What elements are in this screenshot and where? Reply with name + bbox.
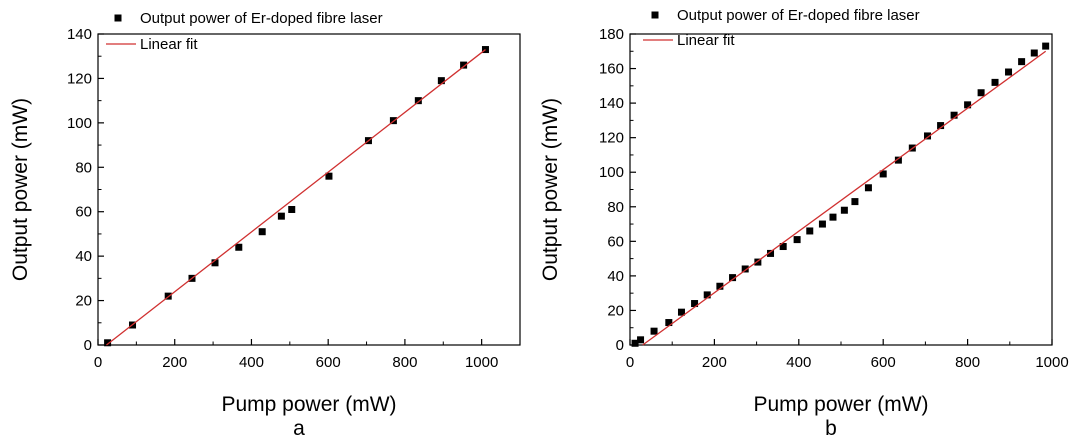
x-tick-label: 800 bbox=[392, 354, 417, 371]
x-tick-label: 0 bbox=[94, 354, 102, 371]
data-point bbox=[977, 89, 985, 97]
data-point bbox=[924, 132, 932, 140]
y-tick-label: 140 bbox=[599, 95, 624, 112]
data-point bbox=[437, 77, 445, 85]
data-point bbox=[677, 308, 685, 316]
y-tick-label: 60 bbox=[75, 204, 92, 221]
y-tick-label: 100 bbox=[599, 164, 624, 181]
y-tick-label: 0 bbox=[84, 337, 92, 354]
x-tick-label: 800 bbox=[955, 354, 980, 371]
data-point bbox=[716, 282, 724, 290]
data-point bbox=[991, 78, 999, 86]
y-tick-label: 80 bbox=[607, 199, 624, 216]
y-tick-label: 20 bbox=[607, 302, 624, 319]
y-tick-label: 120 bbox=[67, 70, 92, 87]
legend-label-fit: Linear fit bbox=[140, 36, 198, 53]
data-point bbox=[277, 212, 285, 220]
linear-fit-line bbox=[106, 49, 486, 346]
legend-label-scatter: Output power of Er-doped fibre laser bbox=[140, 10, 383, 27]
y-axis-title: Output power (mW) bbox=[539, 98, 562, 281]
y-tick-label: 60 bbox=[607, 233, 624, 250]
legend-label-fit: Linear fit bbox=[677, 32, 735, 49]
y-tick-label: 80 bbox=[75, 159, 92, 176]
chart-panel-b: 0 200 400 600 800 1000 0 20 40 60 80 100 120 140 160 18… bbox=[539, 7, 1069, 440]
y-tick-label: 160 bbox=[599, 61, 624, 78]
data-point bbox=[325, 172, 333, 180]
y-tick-label: 180 bbox=[599, 26, 624, 43]
x-axis-title: Pump power (mW) bbox=[753, 393, 928, 416]
data-point bbox=[894, 156, 902, 164]
data-point bbox=[104, 339, 112, 347]
data-point bbox=[235, 243, 243, 251]
linear-fit-line bbox=[642, 50, 1047, 346]
panel-label: a bbox=[293, 417, 305, 440]
data-point bbox=[211, 259, 219, 267]
x-tick-label: 400 bbox=[239, 354, 264, 371]
data-point bbox=[1030, 49, 1038, 57]
y-tick-label: 140 bbox=[67, 26, 92, 43]
data-point bbox=[879, 170, 887, 178]
x-tick-label: 1000 bbox=[465, 354, 498, 371]
data-point bbox=[703, 291, 711, 299]
data-point bbox=[288, 205, 296, 213]
x-tick-label: 600 bbox=[871, 354, 896, 371]
x-tick-label: 400 bbox=[786, 354, 811, 371]
data-point bbox=[950, 111, 958, 119]
data-point bbox=[818, 220, 826, 228]
data-point bbox=[665, 319, 673, 327]
y-tick-label: 100 bbox=[67, 115, 92, 132]
panel-label: b bbox=[825, 417, 837, 440]
data-point bbox=[829, 213, 837, 221]
data-point bbox=[460, 61, 468, 69]
data-point bbox=[793, 236, 801, 244]
legend-marker-scatter bbox=[651, 11, 659, 19]
data-point bbox=[258, 228, 266, 236]
y-tick-label: 0 bbox=[616, 337, 624, 354]
x-axis-title: Pump power (mW) bbox=[221, 393, 396, 416]
plot-frame bbox=[629, 33, 1053, 346]
legend-label-scatter: Output power of Er-doped fibre laser bbox=[677, 7, 920, 24]
data-point bbox=[779, 243, 787, 251]
legend-marker-scatter bbox=[114, 14, 122, 22]
y-tick-label: 40 bbox=[75, 248, 92, 265]
data-point bbox=[637, 336, 645, 344]
y-tick-label: 40 bbox=[607, 268, 624, 285]
data-point bbox=[1042, 42, 1050, 50]
data-point bbox=[754, 258, 762, 266]
data-point bbox=[650, 327, 658, 335]
data-point bbox=[806, 227, 814, 235]
x-tick-label: 600 bbox=[316, 354, 341, 371]
data-point bbox=[1005, 68, 1013, 76]
data-point bbox=[851, 198, 859, 206]
y-tick-label: 20 bbox=[75, 293, 92, 310]
data-point bbox=[631, 339, 639, 347]
data-point bbox=[840, 206, 848, 214]
data-point bbox=[414, 97, 422, 105]
data-point bbox=[729, 274, 737, 282]
x-tick-label: 0 bbox=[626, 354, 634, 371]
plot-frame bbox=[97, 33, 521, 346]
data-point bbox=[767, 249, 775, 257]
y-axis-title: Output power (mW) bbox=[9, 98, 32, 281]
x-tick-label: 200 bbox=[702, 354, 727, 371]
x-tick-label: 1000 bbox=[1035, 354, 1068, 371]
data-point bbox=[964, 101, 972, 109]
y-tick-label: 120 bbox=[599, 130, 624, 147]
chart-panel-a: 0 200 400 600 800 1000 0 20 40 60 80 100 120 140 Pump … bbox=[9, 10, 521, 440]
data-point bbox=[1018, 58, 1026, 66]
data-point bbox=[937, 122, 945, 130]
data-point bbox=[741, 265, 749, 273]
data-point bbox=[864, 184, 872, 192]
x-tick-label: 200 bbox=[162, 354, 187, 371]
data-point bbox=[691, 300, 699, 308]
